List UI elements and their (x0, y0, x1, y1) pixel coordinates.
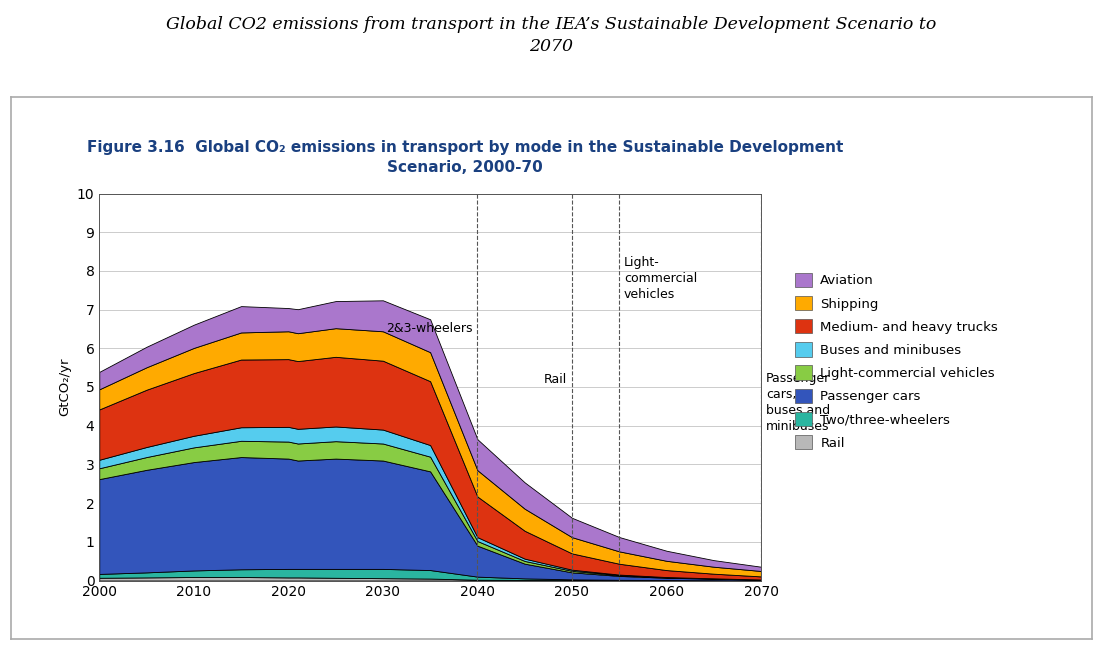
Text: Passenger
cars,
buses and
minibuses: Passenger cars, buses and minibuses (765, 372, 831, 433)
Text: Global CO2 emissions from transport in the IEA’s Sustainable Development Scenari: Global CO2 emissions from transport in t… (167, 16, 936, 55)
Text: 2&3-wheelers: 2&3-wheelers (386, 322, 473, 335)
Legend: Aviation, Shipping, Medium- and heavy trucks, Buses and minibuses, Light-commerc: Aviation, Shipping, Medium- and heavy tr… (795, 273, 998, 450)
Text: Figure 3.16  Global CO₂ emissions in transport by mode in the Sustainable Develo: Figure 3.16 Global CO₂ emissions in tran… (87, 140, 843, 175)
Text: Rail: Rail (544, 373, 567, 386)
Y-axis label: GtCO₂/yr: GtCO₂/yr (58, 358, 72, 416)
Text: Light-
commercial
vehicles: Light- commercial vehicles (624, 256, 697, 301)
